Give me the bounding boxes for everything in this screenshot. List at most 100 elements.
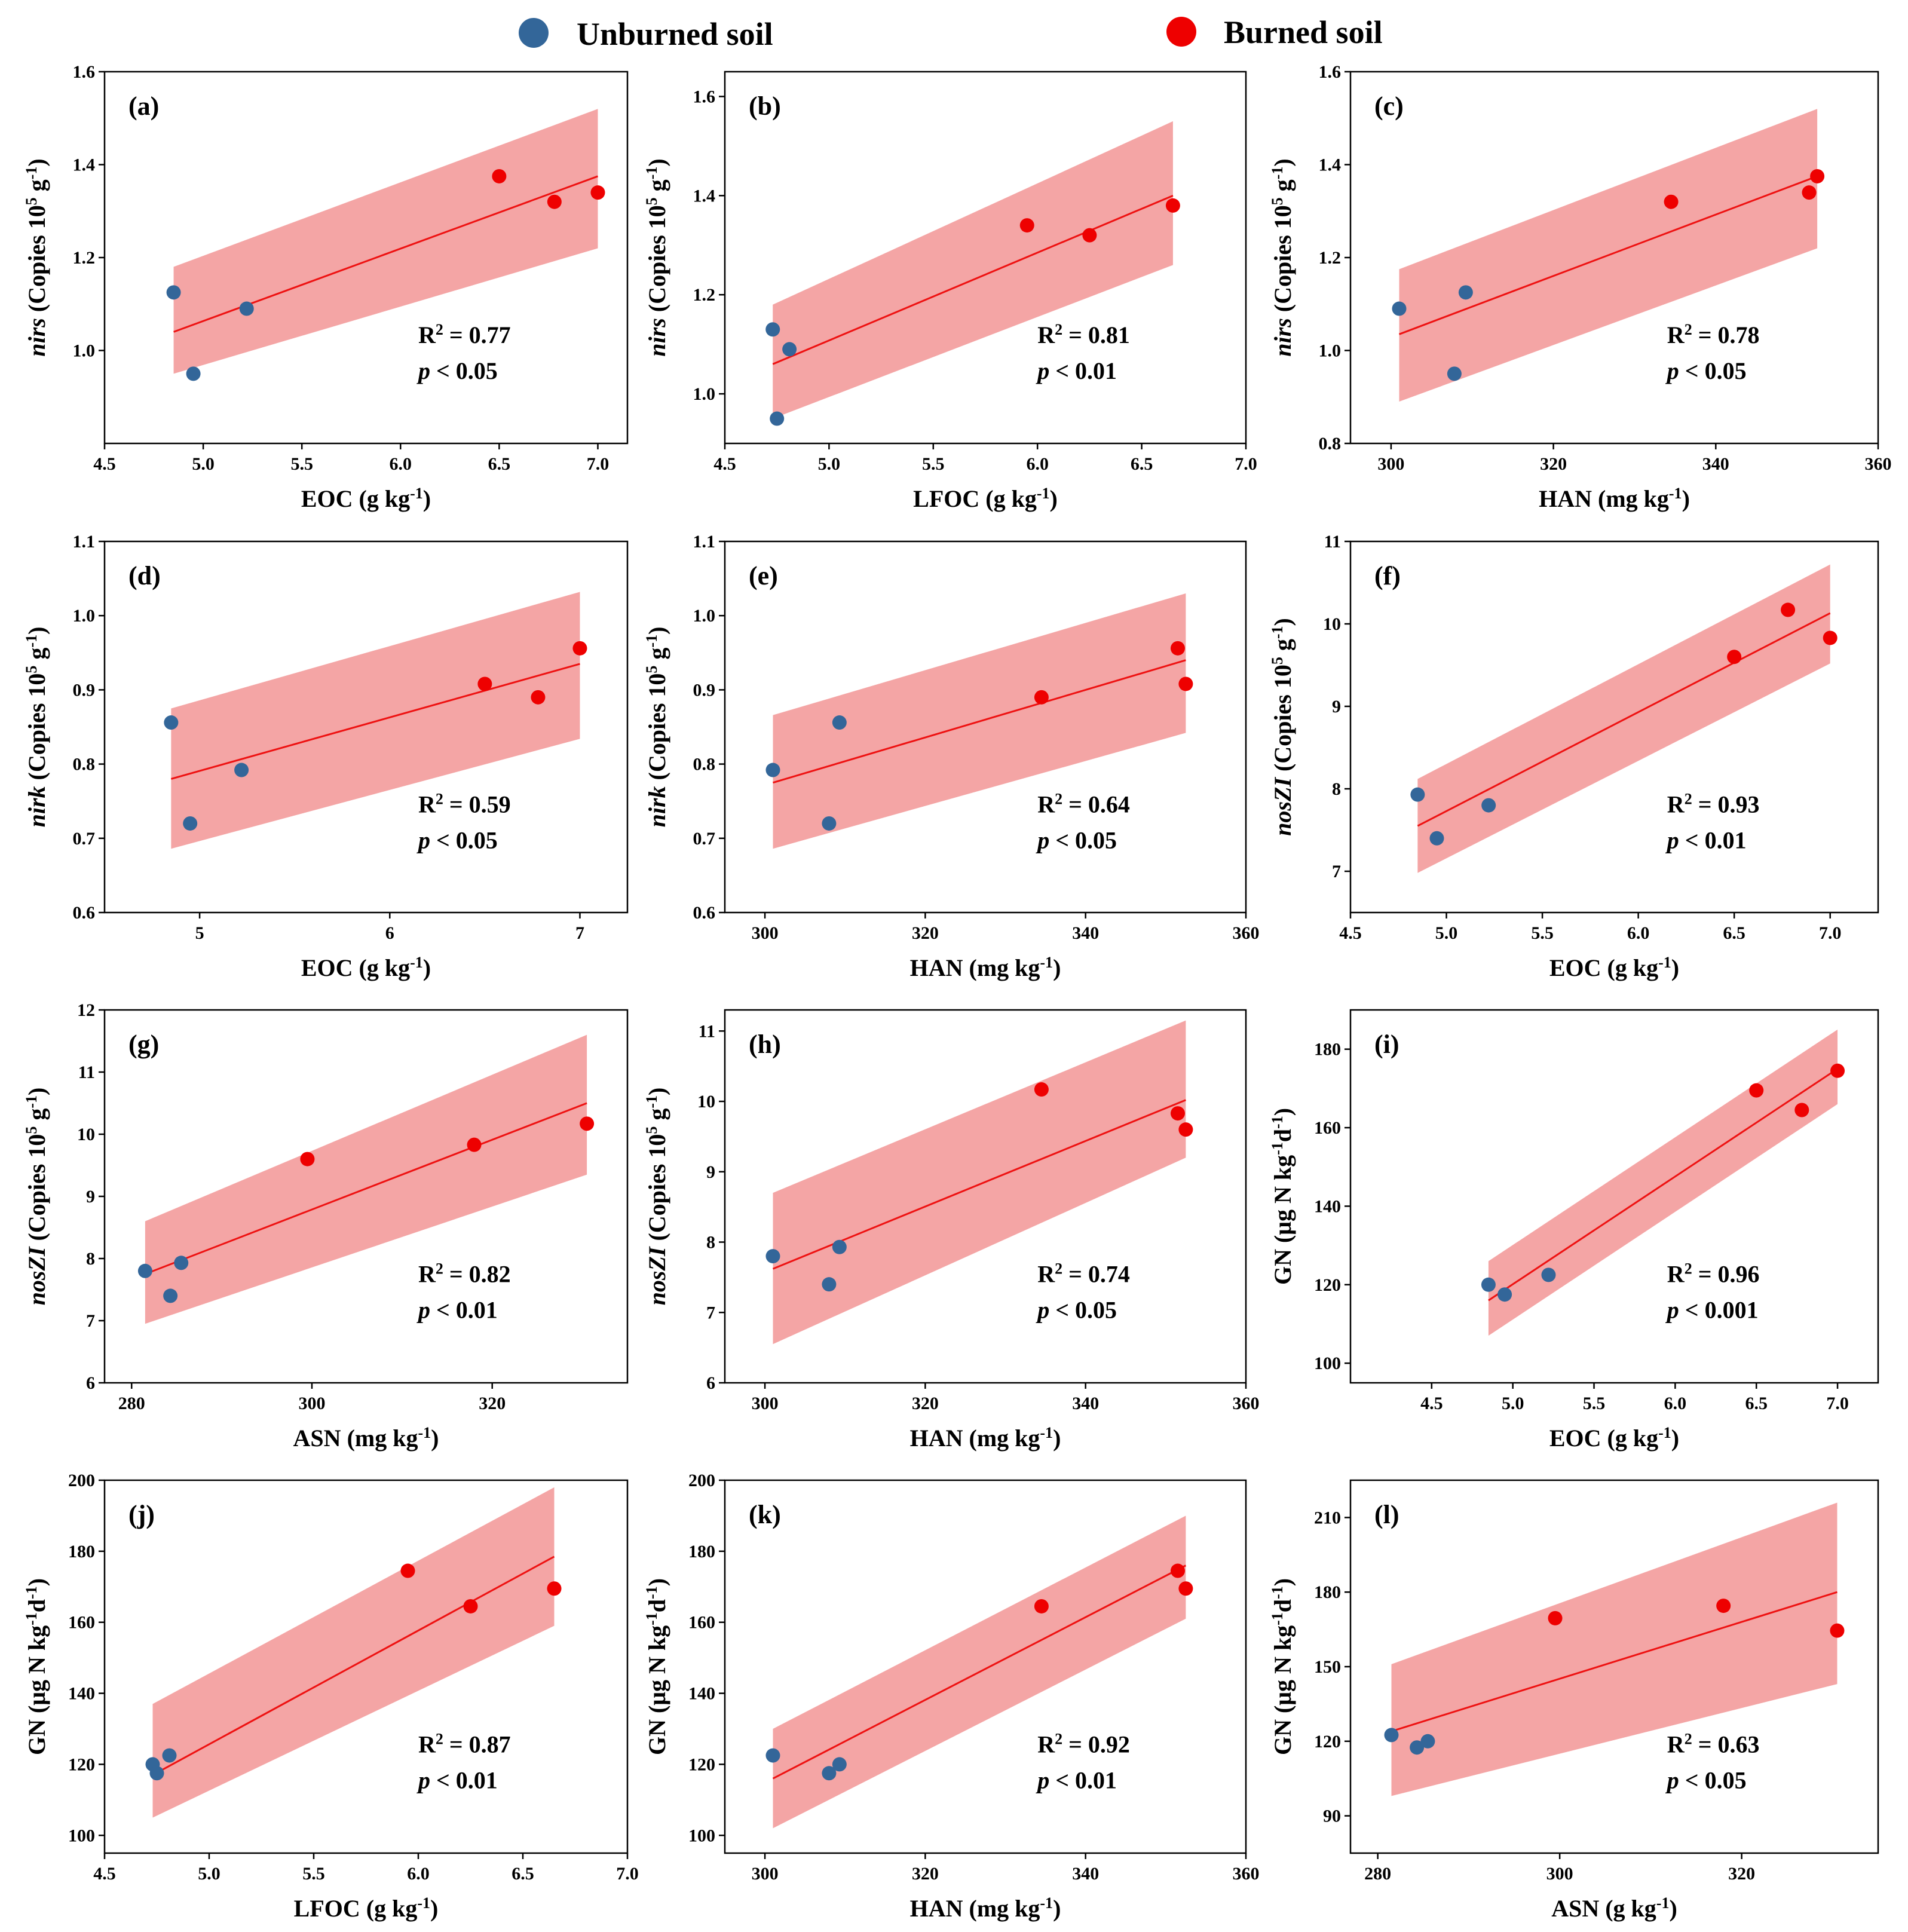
- y-tick-label: 1.4: [73, 155, 96, 175]
- unburned-point: [1384, 1728, 1399, 1743]
- x-tick-label: 340: [1702, 454, 1729, 474]
- y-tick-label: 8: [1332, 779, 1341, 799]
- y-tick-label: 0.6: [693, 903, 716, 923]
- x-tick-label: 360: [1233, 1864, 1260, 1884]
- x-tick-label: 280: [118, 1394, 145, 1413]
- unburned-point: [1458, 285, 1473, 300]
- y-tick-label: 160: [1314, 1118, 1341, 1138]
- y-tick-label: 7: [86, 1311, 95, 1331]
- p-value-label: p < 0.05: [1036, 826, 1117, 853]
- y-tick-label: 90: [1323, 1807, 1341, 1826]
- y-tick-label: 6: [706, 1373, 715, 1393]
- unburned-point: [149, 1766, 164, 1781]
- regression-line: [773, 659, 1186, 784]
- unburned-point: [832, 715, 847, 730]
- y-axis-label: nosZI (Copies 105 g-1): [643, 1088, 671, 1306]
- unburned-point: [239, 301, 254, 316]
- regression-line: [772, 194, 1174, 365]
- y-tick-label: 100: [68, 1826, 95, 1845]
- y-tick-label: 0.7: [693, 829, 716, 849]
- x-tick-label: 320: [1728, 1864, 1755, 1884]
- burned-point: [531, 690, 546, 705]
- x-tick-label: 6.5: [512, 1864, 534, 1884]
- x-tick-label: 7: [575, 923, 584, 943]
- y-tick-label: 120: [688, 1755, 715, 1774]
- y-tick-label: 1.2: [1319, 248, 1342, 268]
- chart-panel: 4.5 5.0 5.5 6.0 6.5 7.0 100 120 140 160 180 EOC (g …: [1269, 1009, 1879, 1452]
- y-axis-label: GN (μg N kg-1d-1): [23, 1578, 51, 1755]
- regression-line: [772, 1564, 1187, 1780]
- confidence-band: [1488, 1029, 1838, 1336]
- panel-label: (a): [128, 91, 159, 121]
- unburned-point: [1410, 787, 1425, 802]
- p-value-label: p < 0.05: [1665, 1767, 1747, 1794]
- x-tick-label: 5.5: [1531, 923, 1554, 943]
- unburned-point: [832, 1757, 847, 1772]
- x-tick-label: 5.5: [922, 454, 945, 474]
- regression-line: [1417, 612, 1831, 827]
- panel-label: (f): [1374, 561, 1401, 590]
- r-squared-label: R2 = 0.82: [418, 1260, 511, 1288]
- x-axis-label: LFOC (g kg-1): [294, 1894, 439, 1922]
- burned-point: [1170, 1563, 1185, 1578]
- x-tick-label: 6.0: [390, 454, 412, 474]
- unburned-point: [1481, 798, 1496, 813]
- x-tick-label: 5.0: [1435, 923, 1458, 943]
- burned-point: [1802, 185, 1817, 200]
- p-value-label: p < 0.01: [416, 1297, 498, 1324]
- y-axis-label: GN (μg N kg-1d-1): [1269, 1108, 1297, 1285]
- unburned-point: [186, 366, 201, 381]
- p-value-label: p < 0.01: [1665, 826, 1747, 853]
- y-tick-label: 10: [697, 1092, 715, 1112]
- y-axis-label: nosZI (Copies 105 g-1): [1269, 618, 1297, 836]
- y-tick-label: 0.6: [73, 903, 96, 923]
- panels: 4.5 5.0 5.5 6.0 6.5 7.0 1.0 1.2 1.4 1.6 EOC (g kg-…: [23, 62, 1892, 1922]
- x-tick-label: 6.5: [1131, 454, 1153, 474]
- y-tick-label: 120: [1314, 1732, 1341, 1752]
- x-tick-label: 5.5: [302, 1864, 325, 1884]
- legend-unburned-label: Unburned soil: [577, 16, 773, 52]
- plot-frame: [1349, 1009, 1879, 1384]
- burned-point: [590, 185, 605, 200]
- y-tick-label: 100: [1314, 1354, 1341, 1373]
- chart-panel: 4.5 5.0 5.5 6.0 6.5 7.0 1.0 1.2 1.4 1.6 EOC (g kg-…: [23, 62, 629, 512]
- burned-point: [1178, 1122, 1193, 1137]
- y-tick-label: 0.8: [73, 755, 96, 774]
- y-tick-label: 1.1: [73, 532, 96, 552]
- unburned-point: [765, 763, 780, 777]
- x-tick-label: 5.5: [290, 454, 313, 474]
- plot-frame: [1349, 540, 1879, 914]
- x-axis-label: EOC (g kg-1): [301, 954, 431, 982]
- x-tick-label: 5.0: [818, 454, 841, 474]
- x-tick-label: 320: [912, 923, 939, 943]
- x-tick-label: 360: [1233, 923, 1260, 943]
- unburned-point: [1541, 1267, 1556, 1282]
- x-tick-label: 320: [479, 1394, 506, 1413]
- y-tick-label: 8: [706, 1233, 715, 1253]
- burned-point: [400, 1563, 415, 1578]
- panel-label: (c): [1374, 91, 1404, 121]
- burned-point: [1823, 630, 1837, 645]
- unburned-point: [822, 1766, 837, 1781]
- x-tick-label: 6.0: [1026, 454, 1049, 474]
- unburned-point: [1447, 366, 1462, 381]
- y-tick-label: 120: [68, 1755, 95, 1774]
- y-tick-label: 0.9: [73, 680, 96, 700]
- unburned-point: [782, 342, 797, 357]
- unburned-point: [822, 816, 837, 831]
- burned-point: [1830, 1063, 1845, 1078]
- x-axis-label: ASN (mg kg-1): [293, 1424, 439, 1452]
- chart-panel: 280 300 320 6 7 8 9 10 11 12 ASN (mg kg-1) nosZI (C…: [23, 1000, 629, 1452]
- unburned-point: [1410, 1740, 1425, 1755]
- x-tick-label: 6: [385, 923, 394, 943]
- r-squared-label: R2 = 0.77: [418, 321, 511, 349]
- r-squared-label: R2 = 0.81: [1037, 321, 1130, 349]
- y-tick-label: 7: [706, 1303, 715, 1322]
- r-squared-label: R2 = 0.64: [1037, 790, 1130, 818]
- r-squared-label: R2 = 0.63: [1667, 1730, 1760, 1758]
- panel-label: (e): [749, 561, 778, 590]
- y-tick-label: 7: [1332, 862, 1341, 881]
- burned-point: [1548, 1610, 1563, 1625]
- y-tick-label: 12: [77, 1000, 95, 1020]
